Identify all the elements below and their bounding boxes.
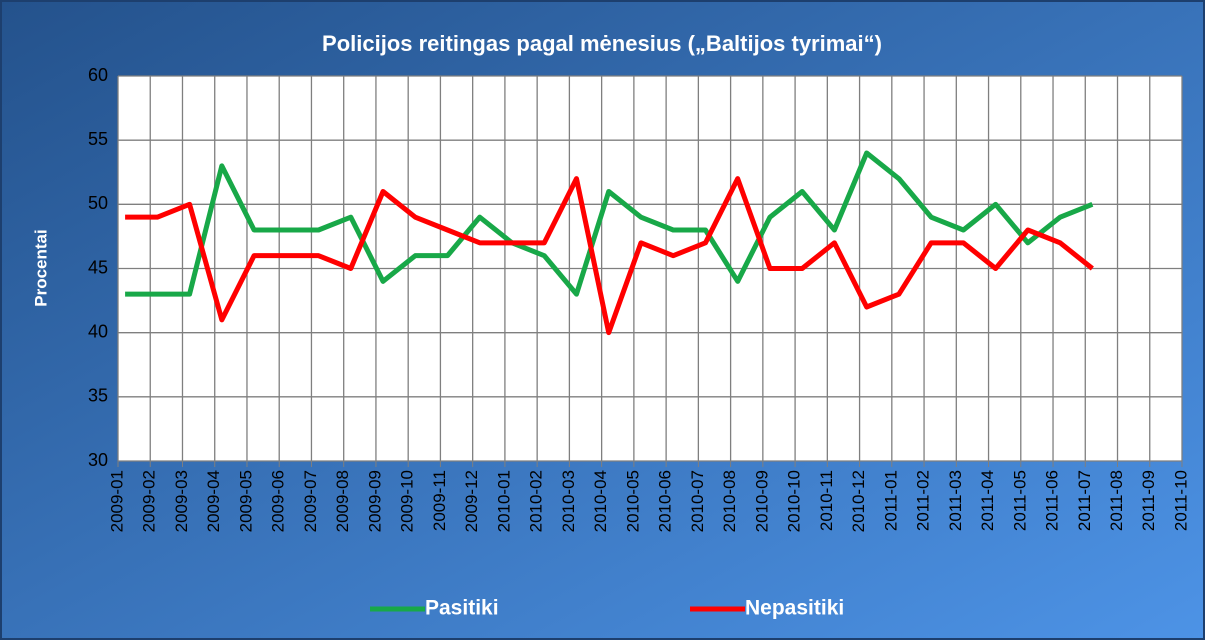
x-tick-label: 2011-10 bbox=[1171, 470, 1190, 531]
x-tick-label: 2010-02 bbox=[527, 470, 546, 532]
x-tick-label: 2010-04 bbox=[591, 470, 610, 532]
x-tick-label: 2011-04 bbox=[978, 470, 997, 531]
x-tick-label: 2009-12 bbox=[462, 470, 481, 532]
x-tick-label: 2009-08 bbox=[333, 470, 352, 532]
y-tick-label: 45 bbox=[88, 257, 108, 277]
x-tick-label: 2010-06 bbox=[656, 470, 675, 532]
x-tick-label: 2010-03 bbox=[559, 470, 578, 532]
x-tick-label: 2010-08 bbox=[720, 470, 739, 532]
x-tick-label: 2010-09 bbox=[752, 470, 771, 532]
x-tick-label: 2009-06 bbox=[269, 470, 288, 532]
x-tick-label: 2009-11 bbox=[430, 470, 449, 531]
x-tick-label: 2011-07 bbox=[1075, 470, 1094, 531]
y-tick-label: 30 bbox=[88, 450, 108, 470]
x-tick-label: 2011-09 bbox=[1139, 470, 1158, 531]
x-tick-label: 2009-10 bbox=[398, 470, 417, 532]
x-tick-label: 2009-05 bbox=[236, 470, 255, 532]
series-line bbox=[125, 150, 1094, 297]
y-tick-label: 60 bbox=[88, 65, 108, 85]
x-tick-label: 2011-03 bbox=[946, 470, 965, 531]
x-tick-label: 2011-02 bbox=[914, 470, 933, 531]
x-tick-label: 2010-01 bbox=[494, 470, 513, 532]
legend-label: Nepasitiki bbox=[745, 597, 844, 620]
x-tick-label: 2010-10 bbox=[785, 470, 804, 532]
x-tick-label: 2009-04 bbox=[204, 470, 223, 532]
legend-label: Pasitiki bbox=[425, 597, 499, 620]
x-tick-label: 2009-02 bbox=[140, 470, 159, 532]
x-tick-label: 2009-03 bbox=[172, 470, 191, 532]
x-tick-label: 2011-08 bbox=[1107, 470, 1126, 531]
x-tick-label: 2011-05 bbox=[1010, 470, 1029, 531]
y-axis-label: Procentai bbox=[31, 229, 50, 306]
x-tick-label: 2011-01 bbox=[881, 470, 900, 531]
x-tick-label: 2010-05 bbox=[623, 470, 642, 532]
series-line bbox=[125, 176, 1094, 336]
y-tick-label: 50 bbox=[88, 193, 108, 213]
chart-title: Policijos reitingas pagal mėnesius („Bal… bbox=[322, 31, 882, 56]
y-tick-label: 35 bbox=[88, 386, 108, 406]
x-tick-label: 2010-11 bbox=[817, 470, 836, 531]
x-tick-label: 2010-12 bbox=[849, 470, 868, 532]
x-tick-label: 2009-01 bbox=[107, 470, 126, 532]
y-tick-label: 55 bbox=[88, 129, 108, 149]
y-tick-label: 40 bbox=[88, 321, 108, 341]
x-tick-label: 2010-07 bbox=[688, 470, 707, 532]
x-tick-label: 2009-09 bbox=[365, 470, 384, 532]
x-tick-label: 2011-06 bbox=[1043, 470, 1062, 531]
x-tick-label: 2009-07 bbox=[301, 470, 320, 532]
